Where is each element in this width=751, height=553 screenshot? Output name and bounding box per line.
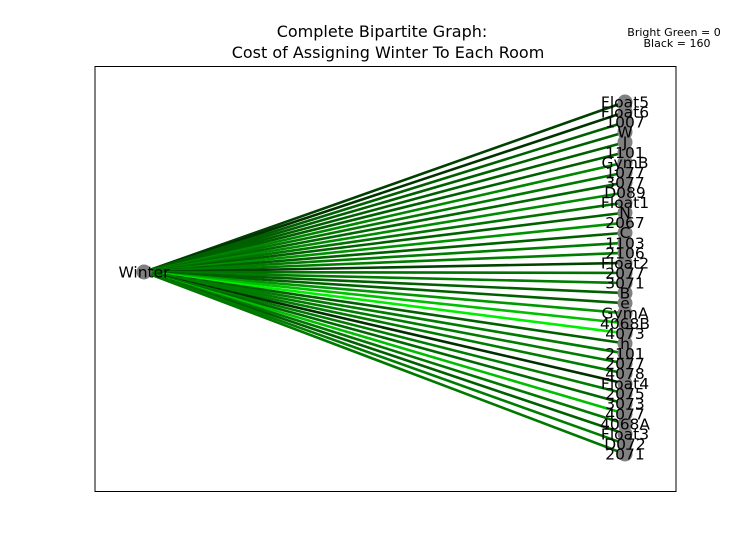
edge-4078 (143, 270, 626, 375)
room-label-d072: D072 (604, 435, 646, 453)
edge-float1 (143, 201, 626, 274)
room-label-4077: 4077 (605, 405, 644, 423)
edge-3073 (143, 270, 626, 405)
room-label-float4: Float4 (601, 375, 649, 393)
room-label-3073: 3073 (605, 395, 644, 413)
room-label-2075: 2075 (605, 385, 644, 403)
room-label-gymb: GymB (602, 154, 649, 172)
edge-3077 (143, 181, 626, 274)
edge-2075 (143, 270, 626, 395)
edge-b (143, 270, 626, 295)
edge-e (143, 270, 626, 305)
room-label-2106: 2106 (605, 244, 644, 262)
edge-w (143, 130, 626, 274)
room-label-gyma: GymA (602, 305, 649, 323)
edge-4077 (143, 270, 626, 416)
room-label-e: e (620, 295, 630, 313)
room-label-2077b: 2077 (605, 355, 644, 373)
edge-n (143, 211, 626, 274)
edge-4073 (143, 270, 626, 335)
nodes-layer (136, 94, 633, 462)
room-label-c: C (620, 224, 631, 242)
edge-2067 (143, 221, 626, 274)
edge-2106 (143, 251, 626, 274)
edge-float6 (143, 110, 626, 274)
edge-2077b (143, 270, 626, 365)
edge-j (143, 140, 626, 274)
edge-3071 (143, 270, 626, 285)
chart-title-line1: Complete Bipartite Graph: (277, 22, 488, 41)
room-label-1007: 1007 (605, 114, 644, 132)
plot-area (94, 66, 677, 492)
room-label-4068a: 4068A (600, 415, 650, 433)
edge-1101 (143, 151, 626, 274)
room-label-d089: D089 (604, 184, 646, 202)
edge-float5 (143, 100, 626, 274)
room-label-2077: 2077 (605, 264, 644, 282)
room-label-1103: 1103 (605, 234, 644, 252)
room-label-float5: Float5 (601, 94, 649, 112)
left-node-winter (136, 264, 152, 280)
room-label-2071: 2071 (605, 446, 644, 464)
edge-4068a (143, 270, 626, 426)
room-label-2067: 2067 (605, 214, 644, 232)
room-label-1101: 1101 (605, 144, 644, 162)
edges-layer (143, 100, 626, 456)
edge-float3 (143, 270, 626, 436)
edge-1077 (143, 171, 626, 274)
edge-2077 (143, 270, 626, 275)
edge-d072 (143, 270, 626, 446)
room-label-h: h (620, 335, 630, 353)
room-label-n: N (619, 204, 631, 222)
room-node-2071 (617, 446, 633, 462)
edge-float4 (143, 270, 626, 385)
edge-4068b (143, 270, 626, 325)
edge-2071 (143, 270, 626, 456)
labels-layer: Winter Float5Float61007WJ1101GymB10773077… (118, 94, 650, 464)
edge-1007 (143, 120, 626, 274)
room-label-4068b: 4068B (600, 315, 650, 333)
edge-d089 (143, 191, 626, 274)
room-label-float3: Float3 (601, 425, 649, 443)
room-label-float1: Float1 (601, 194, 649, 212)
room-label-float2: Float2 (601, 254, 649, 272)
room-label-w: W (617, 124, 632, 142)
legend-line1: Bright Green = 0 (627, 26, 720, 39)
left-node-label: Winter (118, 264, 170, 282)
edge-gyma (143, 270, 626, 315)
edge-float2 (143, 261, 626, 274)
room-label-3071: 3071 (605, 275, 644, 293)
room-label-4073: 4073 (605, 325, 644, 343)
edge-2101 (143, 270, 626, 355)
edge-h (143, 270, 626, 345)
edge-1103 (143, 241, 626, 274)
chart-title-line2: Cost of Assigning Winter To Each Room (232, 43, 545, 62)
room-label-4078: 4078 (605, 365, 644, 383)
room-label-b: B (620, 285, 631, 303)
edge-gymb (143, 161, 626, 274)
room-label-1077: 1077 (605, 164, 644, 182)
legend-line2: Black = 160 (644, 37, 711, 50)
room-label-2101: 2101 (605, 345, 644, 363)
room-label-j: J (622, 134, 628, 152)
room-label-float6: Float6 (601, 104, 649, 122)
room-label-3077: 3077 (605, 174, 644, 192)
edge-c (143, 231, 626, 274)
